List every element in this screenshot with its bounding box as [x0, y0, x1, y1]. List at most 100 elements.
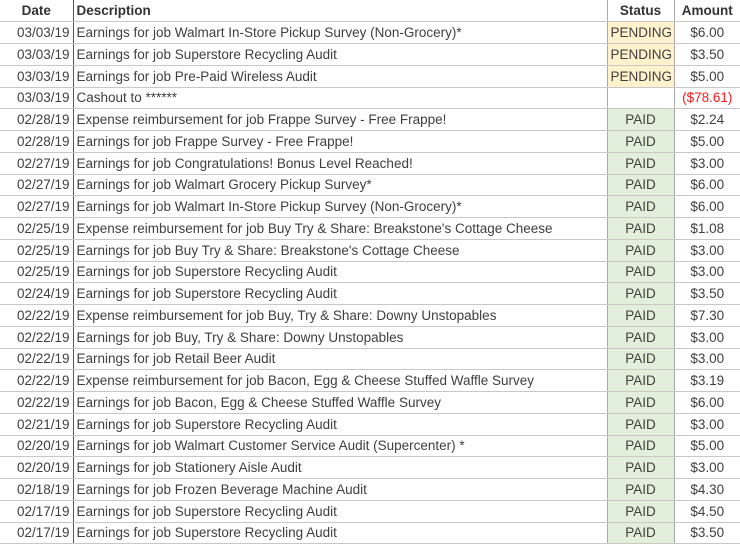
cell-date: 02/17/19	[0, 500, 74, 523]
cell-description: Cashout to ******	[73, 87, 608, 110]
table-row: 02/20/19 Earnings for job Walmart Custome…	[0, 435, 740, 458]
cell-date: 02/22/19	[0, 369, 74, 392]
cell-status: PAID	[607, 478, 675, 501]
cell-status: PAID	[607, 282, 675, 305]
table-row: 02/17/19 Earnings for job Superstore Recy…	[0, 522, 740, 544]
table-row: 02/18/19 Earnings for job Frozen Beverage…	[0, 478, 740, 501]
cell-date: 02/22/19	[0, 304, 74, 327]
cell-amount: $5.00	[674, 435, 740, 458]
cell-amount: $6.00	[674, 174, 740, 197]
cell-description: Earnings for job Walmart Customer Servic…	[73, 435, 608, 458]
cell-date: 02/28/19	[0, 108, 74, 131]
cell-date: 02/27/19	[0, 195, 74, 218]
cell-date: 02/18/19	[0, 478, 74, 501]
cell-description: Earnings for job Superstore Recycling Au…	[73, 282, 608, 305]
table-row: 02/28/19 Earnings for job Frappe Survey -…	[0, 130, 740, 153]
cell-date: 02/21/19	[0, 413, 74, 436]
table-row: 02/24/19 Earnings for job Superstore Recy…	[0, 282, 740, 305]
cell-date: 02/25/19	[0, 217, 74, 240]
cell-amount: $3.00	[674, 152, 740, 175]
cell-date: 02/27/19	[0, 152, 74, 175]
cell-description: Earnings for job Buy, Try & Share: Downy…	[73, 326, 608, 349]
cell-description: Expense reimbursement for job Buy Try & …	[73, 217, 608, 240]
cell-amount: $4.30	[674, 478, 740, 501]
table-row: 02/17/19 Earnings for job Superstore Recy…	[0, 500, 740, 523]
cell-amount: $3.50	[674, 522, 740, 544]
cell-amount: $3.00	[674, 239, 740, 262]
cell-status: PENDING	[607, 21, 675, 44]
table-row: 02/22/19 Earnings for job Retail Beer Aud…	[0, 348, 740, 371]
table-row: 02/22/19 Earnings for job Bacon, Egg & Ch…	[0, 391, 740, 414]
cell-description: Earnings for job Superstore Recycling Au…	[73, 413, 608, 436]
cell-status: PAID	[607, 522, 675, 544]
table-row: 02/20/19 Earnings for job Stationery Aisl…	[0, 456, 740, 479]
cell-status: PAID	[607, 326, 675, 349]
cell-description: Earnings for job Buy Try & Share: Breaks…	[73, 239, 608, 262]
cell-status: PAID	[607, 369, 675, 392]
cell-amount: $4.50	[674, 500, 740, 523]
cell-date: 02/22/19	[0, 391, 74, 414]
cell-date: 02/25/19	[0, 239, 74, 262]
cell-status: PENDING	[607, 65, 675, 88]
table-row: 02/28/19 Expense reimbursement for job Fr…	[0, 108, 740, 131]
cell-amount: $5.00	[674, 130, 740, 153]
cell-description: Earnings for job Superstore Recycling Au…	[73, 261, 608, 284]
table-row: 02/22/19 Earnings for job Buy, Try & Shar…	[0, 326, 740, 349]
cell-status: PAID	[607, 391, 675, 414]
cell-status: PAID	[607, 500, 675, 523]
cell-description: Earnings for job Walmart In-Store Pickup…	[73, 21, 608, 44]
cell-date: 02/27/19	[0, 174, 74, 197]
header-row: Date Description Status Amount	[0, 0, 740, 23]
cell-status: PAID	[607, 195, 675, 218]
table-row: 02/25/19 Earnings for job Superstore Recy…	[0, 261, 740, 284]
header-status: Status	[607, 0, 675, 23]
table-row: 02/27/19 Earnings for job Walmart In-Stor…	[0, 195, 740, 218]
header-amount: Amount	[674, 0, 740, 23]
cell-amount: $6.00	[674, 391, 740, 414]
table-row: 02/22/19 Expense reimbursement for job Ba…	[0, 369, 740, 392]
cell-date: 02/25/19	[0, 261, 74, 284]
cell-description: Earnings for job Pre-Paid Wireless Audit	[73, 65, 608, 88]
cell-status: PAID	[607, 435, 675, 458]
cell-description: Earnings for job Walmart In-Store Pickup…	[73, 195, 608, 218]
cell-date: 02/22/19	[0, 326, 74, 349]
cell-date: 03/03/19	[0, 43, 74, 66]
table-row: 02/25/19 Earnings for job Buy Try & Share…	[0, 239, 740, 262]
cell-status: PAID	[607, 261, 675, 284]
cell-amount: $2.24	[674, 108, 740, 131]
cell-status: PAID	[607, 152, 675, 175]
cell-description: Earnings for job Bacon, Egg & Cheese Stu…	[73, 391, 608, 414]
header-description: Description	[73, 0, 608, 23]
cell-description: Earnings for job Frappe Survey - Free Fr…	[73, 130, 608, 153]
cell-amount: ($78.61)	[674, 87, 740, 110]
cell-date: 02/22/19	[0, 348, 74, 371]
cell-date: 03/03/19	[0, 65, 74, 88]
cell-amount: $7.30	[674, 304, 740, 327]
cell-date: 02/20/19	[0, 456, 74, 479]
table-row: 03/03/19 Cashout to ****** ($78.61)	[0, 87, 740, 110]
cell-amount: $6.00	[674, 21, 740, 44]
cell-description: Earnings for job Superstore Recycling Au…	[73, 43, 608, 66]
cell-status: PAID	[607, 108, 675, 131]
cell-description: Earnings for job Superstore Recycling Au…	[73, 500, 608, 523]
cell-amount: $3.00	[674, 456, 740, 479]
cell-status: PAID	[607, 456, 675, 479]
cell-status: PAID	[607, 174, 675, 197]
cell-date: 02/17/19	[0, 522, 74, 544]
cell-date: 02/24/19	[0, 282, 74, 305]
cell-amount: $6.00	[674, 195, 740, 218]
table-row: 03/03/19 Earnings for job Walmart In-Stor…	[0, 21, 740, 44]
cell-amount: $3.00	[674, 326, 740, 349]
cell-status: PAID	[607, 413, 675, 436]
cell-description: Earnings for job Frozen Beverage Machine…	[73, 478, 608, 501]
cell-description: Earnings for job Congratulations! Bonus …	[73, 152, 608, 175]
cell-amount: $3.19	[674, 369, 740, 392]
cell-status: PENDING	[607, 43, 675, 66]
cell-description: Earnings for job Stationery Aisle Audit	[73, 456, 608, 479]
cell-amount: $1.08	[674, 217, 740, 240]
cell-description: Expense reimbursement for job Bacon, Egg…	[73, 369, 608, 392]
cell-description: Expense reimbursement for job Frappe Sur…	[73, 108, 608, 131]
cell-amount: $3.00	[674, 348, 740, 371]
cell-status: PAID	[607, 348, 675, 371]
